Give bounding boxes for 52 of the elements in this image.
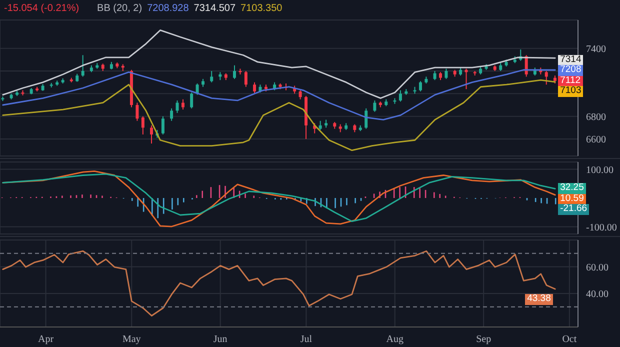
candlestick — [298, 90, 302, 100]
candlestick — [81, 54, 84, 78]
x-tick-label: Aug — [386, 334, 404, 346]
x-tick-label: May — [122, 334, 141, 346]
candlestick — [364, 108, 368, 130]
x-tick-label: Jul — [300, 334, 312, 346]
y-tick-label: 6800 — [586, 112, 606, 123]
text: 7314.507 — [194, 3, 236, 14]
annotation: -21.66 — [558, 203, 590, 215]
y-tick-label: 7400 — [586, 44, 606, 55]
candlestick — [398, 90, 402, 102]
text: BB (20, 2) — [97, 3, 142, 14]
x-tick-label: Oct — [562, 334, 577, 346]
candlestick — [253, 82, 256, 94]
y-tick-label: 60.00 — [586, 262, 608, 274]
text: -15.054 (-0.21%) — [4, 3, 80, 14]
x-tick-label: Sep — [476, 334, 492, 346]
candlestick — [181, 98, 184, 110]
y-tick-label: 6600 — [586, 134, 606, 146]
candlestick — [170, 108, 174, 122]
annotation: 32.25 — [558, 182, 586, 194]
annotation: 7208 — [558, 64, 584, 76]
candlestick — [544, 70, 548, 86]
candlestick — [433, 70, 436, 81]
candlestick — [141, 116, 144, 135]
candlestick — [418, 80, 422, 92]
text: 7103.350 — [240, 3, 282, 14]
annotation: 43.38 — [525, 293, 553, 304]
candlestick — [150, 124, 154, 144]
line-series — [2, 79, 556, 152]
candlestick — [318, 120, 322, 130]
y-tick-label: 40.00 — [586, 289, 608, 300]
candlestick — [232, 64, 236, 80]
x-tick-label: Jun — [213, 334, 228, 346]
annotation: 7103 — [558, 85, 584, 97]
candlestick — [176, 100, 179, 114]
annotation: 7314 — [558, 54, 584, 66]
y-tick-label: 100.00 — [586, 164, 614, 176]
annotation: 7112 — [558, 74, 583, 86]
annotation: 10.59 — [558, 192, 586, 204]
candlestick — [190, 92, 194, 109]
line-series — [2, 250, 556, 316]
candlestick — [136, 102, 139, 122]
y-tick-label: -100.00 — [586, 222, 617, 234]
candlestick — [210, 70, 214, 83]
x-tick-label: Apr — [38, 334, 54, 346]
candlestick — [161, 116, 164, 135]
text: 7208.928 — [147, 3, 189, 14]
line-series — [2, 30, 556, 99]
candlestick — [244, 70, 248, 88]
candlestick — [373, 100, 376, 112]
candlestick — [444, 68, 448, 80]
